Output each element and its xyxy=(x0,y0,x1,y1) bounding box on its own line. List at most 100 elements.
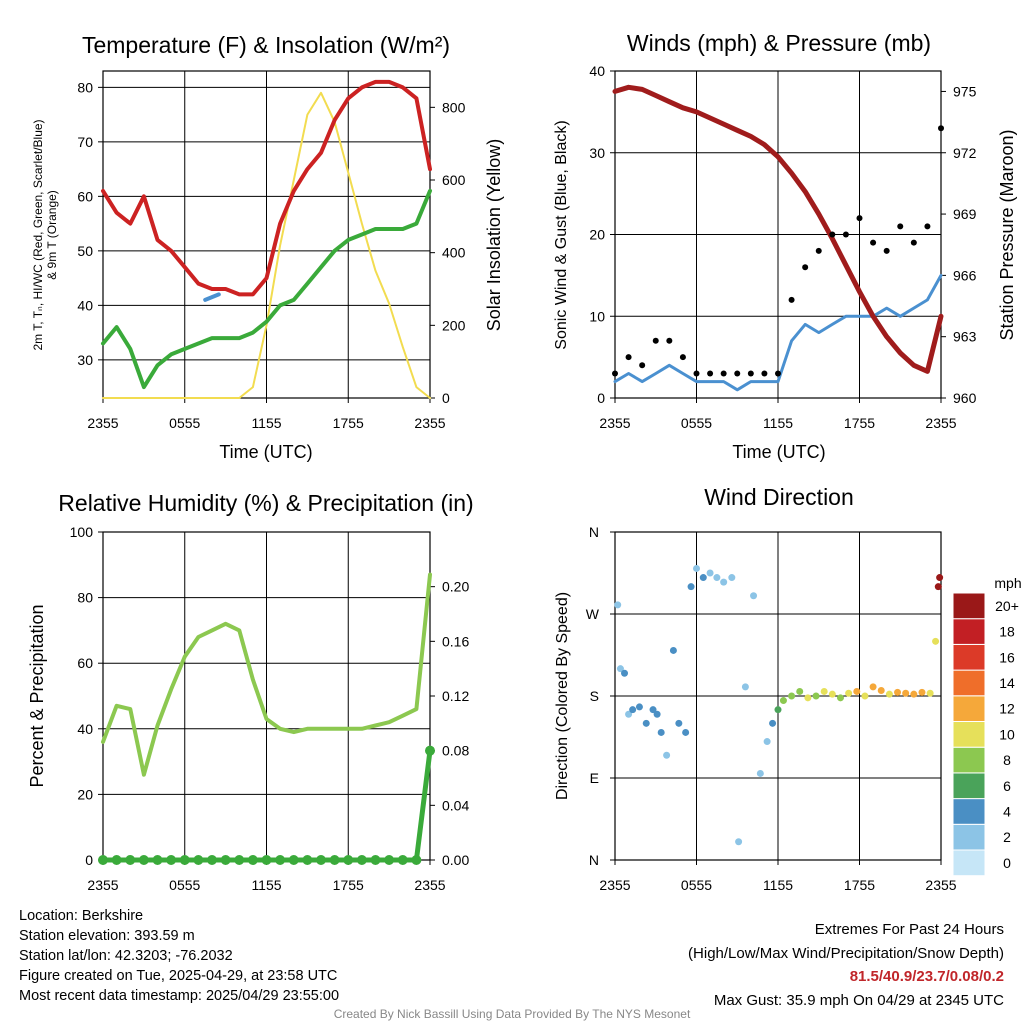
colorbar-swatch xyxy=(952,721,986,748)
colorbar-swatch xyxy=(952,592,986,620)
direction-point xyxy=(682,728,690,736)
temp-xtick-label: 1755 xyxy=(333,415,364,431)
hum-ytick-right-label: 0.12 xyxy=(442,688,469,704)
colorbar-label: 2 xyxy=(1003,829,1011,845)
colorbar-label: 4 xyxy=(1003,803,1011,819)
colorbar-label: 20+ xyxy=(995,598,1019,614)
hum-ytick-right-label: 0.16 xyxy=(442,633,469,649)
direction-point xyxy=(687,583,695,591)
direction-point xyxy=(932,637,940,645)
sonic-wind-line xyxy=(613,273,943,392)
direction-point xyxy=(741,683,749,691)
colorbar-label: 8 xyxy=(1003,752,1011,768)
gust-point xyxy=(679,354,686,361)
gust-point xyxy=(870,239,877,246)
precip-point xyxy=(247,855,258,865)
humidity-panel: 0 20 40 60 80 100 0.00 0.04 0.08 0.12 0.16 0.20 2355… xyxy=(70,524,470,893)
speed-colorbar: 0 2 4 6 8 10 12 14 16 18 20+ xyxy=(952,592,1019,877)
station-info: Location: Berkshire Station elevation: 3… xyxy=(19,906,339,1006)
temp-xtick-label: 2355 xyxy=(87,415,118,431)
dir-xtick-label: 2355 xyxy=(925,877,956,893)
colorbar-label: 12 xyxy=(999,701,1015,717)
precip-point xyxy=(356,855,367,865)
precip-point xyxy=(179,855,190,865)
insolation-line xyxy=(102,91,431,399)
temp-ylabel-left-1: 2m T, Tₙ, HI/WC (Red, Green, Scarlet/Blu… xyxy=(31,119,45,350)
direction-title: Wind Direction xyxy=(704,484,854,510)
winds-xtick-label: 2355 xyxy=(599,415,630,431)
colorbar-swatch xyxy=(952,618,986,645)
direction-point xyxy=(820,687,828,695)
dir-xtick-label: 1755 xyxy=(844,877,875,893)
winds-ytick-label: 10 xyxy=(589,308,605,324)
hum-ytick-label: 80 xyxy=(77,590,93,606)
winds-ytick-right-label: 960 xyxy=(953,390,977,406)
direction-point xyxy=(828,690,836,698)
winds-ytick-right-label: 963 xyxy=(953,329,977,345)
direction-point xyxy=(669,646,677,654)
latlon-text: Station lat/lon: 42.3203; -76.2032 xyxy=(19,948,233,964)
precip-point xyxy=(384,855,395,865)
direction-point xyxy=(750,592,758,600)
direction-point xyxy=(635,703,643,711)
temp-ylabel-left-2: & 9m T (Orange) xyxy=(45,190,59,280)
temp-ytick-right-label: 400 xyxy=(442,245,466,261)
direction-ylabel-left: Direction (Colored By Speed) xyxy=(554,592,571,800)
winds-ytick-label: 40 xyxy=(589,63,605,79)
direction-point xyxy=(642,719,650,727)
direction-point xyxy=(713,574,721,582)
extremes-info: Extremes For Past 24 Hours (High/Low/Max… xyxy=(688,918,1004,1012)
precip-point xyxy=(125,855,136,865)
direction-point xyxy=(845,689,853,697)
winds-xtick-label: 1155 xyxy=(763,415,793,431)
hum-ytick-label: 0 xyxy=(85,852,93,868)
direction-point xyxy=(788,692,796,700)
temp-xtick-label: 1155 xyxy=(251,415,281,431)
direction-point xyxy=(657,728,665,736)
temp-title: Temperature (F) & Insolation (W/m²) xyxy=(82,32,450,58)
winds-ytick-label: 30 xyxy=(589,145,605,161)
temp-ytick-label: 30 xyxy=(77,352,93,368)
precip-point xyxy=(166,855,177,865)
winds-ytick-right-label: 969 xyxy=(953,206,977,222)
precip-point xyxy=(343,855,354,865)
winds-ytick-label: 20 xyxy=(589,227,605,243)
hum-ytick-right-label: 0.00 xyxy=(442,852,469,868)
precip-point xyxy=(425,745,435,756)
winds-ytick-right-label: 972 xyxy=(953,145,977,161)
temp-xtick-label: 2355 xyxy=(414,415,445,431)
direction-point xyxy=(934,583,942,591)
precip-point xyxy=(220,855,231,865)
dir-ytick-label: W xyxy=(586,606,600,622)
direction-point xyxy=(663,751,671,759)
precip-point xyxy=(261,855,272,865)
direction-point xyxy=(625,710,633,718)
direction-point xyxy=(616,665,624,673)
hum-ytick-right-label: 0.20 xyxy=(442,579,469,595)
temp-ytick-label: 70 xyxy=(77,134,93,150)
direction-point xyxy=(877,687,885,695)
humidity-line xyxy=(101,572,432,777)
colorbar-label: 10 xyxy=(999,726,1015,742)
gust-point xyxy=(666,337,673,344)
hum-xtick-label: 2355 xyxy=(87,877,118,893)
winds-title: Winds (mph) & Pressure (mb) xyxy=(627,30,931,56)
temp-ytick-label: 50 xyxy=(77,243,93,259)
gust-point xyxy=(761,370,768,377)
temp-ytick-right-label: 800 xyxy=(442,99,466,115)
direction-point xyxy=(861,692,869,700)
direction-point xyxy=(779,697,787,705)
precip-point xyxy=(329,855,340,865)
dir-xtick-label: 1155 xyxy=(763,877,793,893)
direction-point xyxy=(774,706,782,714)
hum-xtick-label: 1755 xyxy=(333,877,364,893)
direction-point xyxy=(653,710,661,718)
gust-point xyxy=(842,231,849,238)
windchill-line xyxy=(203,292,221,302)
winds-ylabel-left: Sonic Wind & Gust (Blue, Black) xyxy=(553,120,570,349)
direction-point xyxy=(885,690,893,698)
temp-ytick-right-label: 200 xyxy=(442,317,466,333)
direction-point xyxy=(720,578,728,586)
gust-point xyxy=(924,223,931,230)
